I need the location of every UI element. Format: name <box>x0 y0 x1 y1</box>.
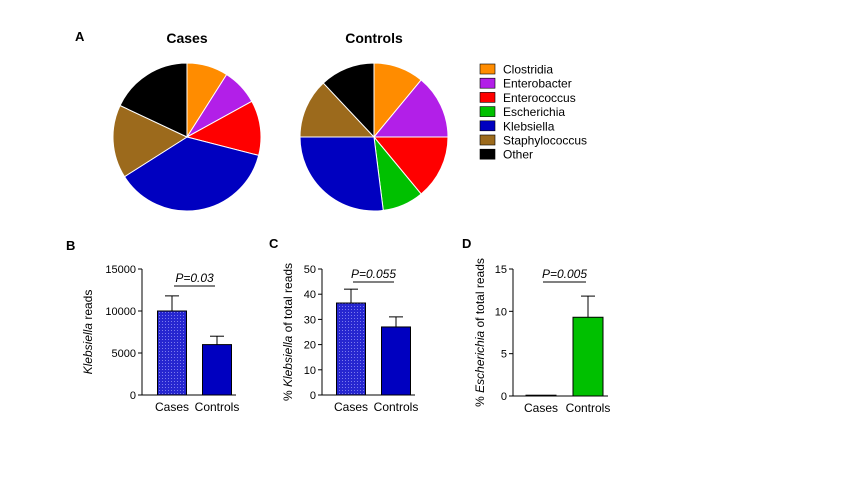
pie-title-controls: Controls <box>345 30 403 46</box>
category-label-cases: Cases <box>155 400 189 414</box>
bar-controls <box>202 344 232 396</box>
y-tick-label-c: 40 <box>304 289 316 301</box>
pie-slice-staphylococcus <box>112 104 189 178</box>
panel-label-a: A <box>75 29 85 44</box>
legend-label-klebsiella: Klebsiella <box>503 119 555 133</box>
y-tick-label-c: 10 <box>304 365 316 377</box>
legend-swatch-escherichia <box>479 106 496 117</box>
bar-controls <box>572 316 604 397</box>
y-axis-label-b: Klebsiella reads <box>81 290 95 375</box>
legend-swatch-klebsiella <box>479 120 496 132</box>
y-axis-label-d: % Escherichia of total reads <box>473 258 487 407</box>
category-label-cases: Cases <box>334 400 368 414</box>
legend-swatch-enterobacter <box>479 77 496 89</box>
legend-label-staphylococcus: Staphylococcus <box>503 134 587 148</box>
category-label-controls: Controls <box>374 400 419 414</box>
p-value-c: P=0.055 <box>351 267 396 281</box>
y-tick-label-b: 5000 <box>112 348 136 360</box>
legend-swatch-staphylococcus <box>479 134 496 146</box>
legend-label-clostridia: Clostridia <box>503 63 553 77</box>
category-label-controls: Controls <box>195 400 240 414</box>
y-tick-label-c: 20 <box>304 340 316 352</box>
pie-slice-enterococcus <box>372 136 449 195</box>
category-label-cases: Cases <box>524 401 558 415</box>
legend-swatch-clostridia <box>479 63 496 75</box>
legend-label-escherichia: Escherichia <box>503 105 565 119</box>
pie-slice-other <box>322 62 375 139</box>
legend: ClostridiaEnterobacterEnterococcusEscher… <box>479 63 587 162</box>
legend-label-other: Other <box>503 148 533 162</box>
panel-label-d: D <box>462 236 471 251</box>
legend-label-enterococcus: Enterococcus <box>503 91 576 105</box>
y-tick-label-d: 0 <box>501 391 507 403</box>
category-label-controls: Controls <box>566 401 611 415</box>
bar-chart-klebsiella-percent: 0 10 20 30 40 50 Cases Controls P=0.055 % Klebsie… <box>281 263 418 414</box>
y-tick-label-d: 5 <box>501 349 507 361</box>
y-tick-label-b: 0 <box>130 390 136 402</box>
pie-title-cases: Cases <box>166 30 207 46</box>
p-value-b: P=0.03 <box>175 271 214 285</box>
pie-slice-other <box>119 62 188 138</box>
pie-chart-cases <box>112 62 262 212</box>
y-axis-label-c: % Klebsiella of total reads <box>281 263 295 401</box>
panel-label-c: C <box>269 236 279 251</box>
y-tick-label-c: 0 <box>310 390 316 402</box>
bar-cases <box>525 394 557 397</box>
pie-slice-enterobacter <box>372 79 449 138</box>
pie-slice-staphylococcus <box>299 82 376 138</box>
bar-chart-escherichia-percent: 0 5 10 15 Cases Controls P=0.005 % Escherichia … <box>473 258 610 415</box>
pie-chart-controls <box>299 62 449 212</box>
y-tick-label-c: 50 <box>304 264 316 276</box>
legend-swatch-other <box>479 148 496 160</box>
legend-swatch-enterococcus <box>479 92 496 103</box>
bar-chart-klebsiella-reads: 0 5000 10000 15000 Cases Controls P=0.03 Klebsi… <box>81 264 239 414</box>
panel-label-b: B <box>66 238 75 253</box>
y-tick-label-c: 30 <box>304 314 316 326</box>
legend-label-enterobacter: Enterobacter <box>503 77 572 91</box>
y-tick-label-d: 15 <box>495 264 507 276</box>
y-tick-label-d: 10 <box>495 306 507 318</box>
bar-controls <box>381 326 411 396</box>
y-tick-label-b: 10000 <box>105 306 136 318</box>
bar-cases <box>336 302 366 396</box>
p-value-d: P=0.005 <box>542 267 587 281</box>
y-tick-label-b: 15000 <box>105 264 136 276</box>
bar-cases <box>157 310 187 396</box>
pie-slice-klebsiella <box>299 136 384 212</box>
